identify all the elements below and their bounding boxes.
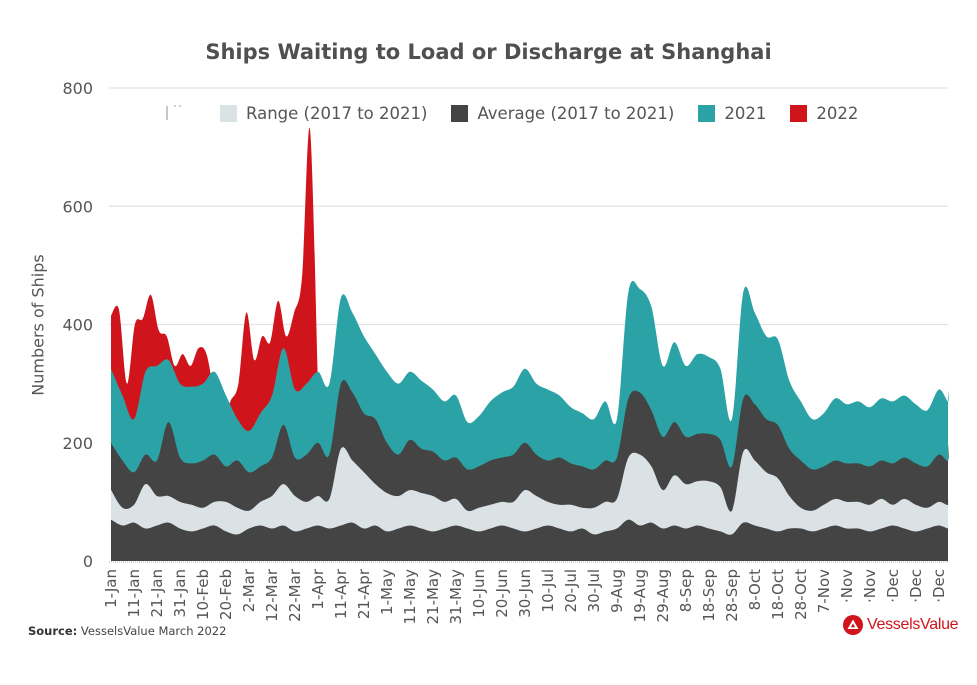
x-tick-label: 10-Jul xyxy=(539,569,557,612)
x-tick-label: 11-Apr xyxy=(332,568,350,619)
x-tick-label: 8-Sep xyxy=(677,569,695,612)
legend-swatch-2021 xyxy=(698,104,716,122)
x-tick-label: 19-Aug xyxy=(631,569,649,622)
x-tick-label: 18-Oct xyxy=(769,569,787,620)
x-tick-label: 10-Jun xyxy=(470,569,488,618)
x-tick-label: 20-Feb xyxy=(217,569,235,620)
x-tick-label: 1-Apr xyxy=(309,568,327,609)
x-tick-label: 20-Jun xyxy=(493,569,511,618)
x-tick-label: 2-Mar xyxy=(240,568,258,612)
vesselsvalue-logo-text: VesselsValue xyxy=(867,616,959,633)
x-tick-label: 31-May xyxy=(447,569,465,625)
x-tick-label: 11-May xyxy=(401,569,419,625)
y-tick-label: 0 xyxy=(83,552,93,571)
x-tick-label: ·Dec xyxy=(907,569,925,603)
x-tick-label: 21-Apr xyxy=(355,568,373,619)
legend-label-2021: 2021 xyxy=(724,103,767,123)
series-areas xyxy=(111,127,949,561)
x-tick-label: ·Dec xyxy=(930,569,948,603)
vesselsvalue-logo: VesselsValue xyxy=(843,615,959,635)
x-tick-label: 10-Feb xyxy=(194,569,212,620)
x-tick-label: 31-Jan xyxy=(171,569,189,617)
legend-item-range[interactable]: Range (2017 to 2021) xyxy=(220,104,427,123)
x-tick-label: ·Nov xyxy=(838,569,856,603)
x-tick-label: 30-Jul xyxy=(585,569,603,612)
x-tick-label: 1-May xyxy=(378,569,396,615)
source-label: Source: xyxy=(28,624,78,638)
x-tick-label: 7-Nov xyxy=(815,569,833,613)
x-tick-label: 21-Jan xyxy=(148,569,166,617)
legend-swatch-range xyxy=(220,104,237,122)
source-note: Source: VesselsValue March 2022 xyxy=(28,624,226,638)
legend-swatch-average xyxy=(451,104,469,122)
chart-title: Ships Waiting to Load or Discharge at Sh… xyxy=(205,40,772,64)
x-tick-label: 30-Jun xyxy=(516,569,534,618)
x-tick-label: 1-Jan xyxy=(102,569,120,608)
x-tick-label: 22-Mar xyxy=(286,568,304,622)
x-tick-label: ·Dec xyxy=(884,569,902,603)
legend-label-average: Average (2017 to 2021) xyxy=(477,103,675,123)
y-axis-ticks: 0 200 400 600 800 xyxy=(62,79,93,571)
legend: Range (2017 to 2021) Average (2017 to 20… xyxy=(160,101,882,125)
legend-label-range: Range (2017 to 2021) xyxy=(246,103,428,123)
legend-item-2022[interactable]: 2022 xyxy=(790,104,858,123)
x-tick-label: 20-Jul xyxy=(562,569,580,612)
y-tick-label: 200 xyxy=(62,434,93,453)
x-tick-label: 28-Sep xyxy=(723,569,741,622)
y-axis-label: Numbers of Ships xyxy=(28,254,48,396)
legend-swatch-2022 xyxy=(790,104,808,122)
legend-artifact-icon xyxy=(160,103,182,123)
x-tick-label: 8-Oct xyxy=(746,569,764,610)
vesselsvalue-logo-icon xyxy=(843,615,863,635)
series-area-range-2017-to-2021 xyxy=(111,447,949,535)
x-tick-label: 11-Jan xyxy=(125,569,143,617)
source-text: VesselsValue March 2022 xyxy=(80,624,227,638)
x-tick-label: 12-Mar xyxy=(263,568,281,622)
x-tick-label: 9-Aug xyxy=(608,569,626,613)
legend-item-average[interactable]: Average (2017 to 2021) xyxy=(451,104,674,123)
x-tick-label: 28-Oct xyxy=(792,569,810,620)
x-tick-label: 21-May xyxy=(424,569,442,625)
y-tick-label: 800 xyxy=(62,79,93,98)
legend-item-2021[interactable]: 2021 xyxy=(698,104,766,123)
x-tick-label: ·Nov xyxy=(861,569,879,603)
legend-label-2022: 2022 xyxy=(816,103,859,123)
x-tick-label: 18-Sep xyxy=(700,569,718,622)
y-tick-label: 600 xyxy=(62,197,93,216)
x-tick-label: 29-Aug xyxy=(654,569,672,622)
y-tick-label: 400 xyxy=(62,316,93,335)
x-axis-ticks: 1-Jan 11-Jan 21-Jan 31-Jan 10-Feb 20-Feb 2-Mar… xyxy=(102,568,948,624)
